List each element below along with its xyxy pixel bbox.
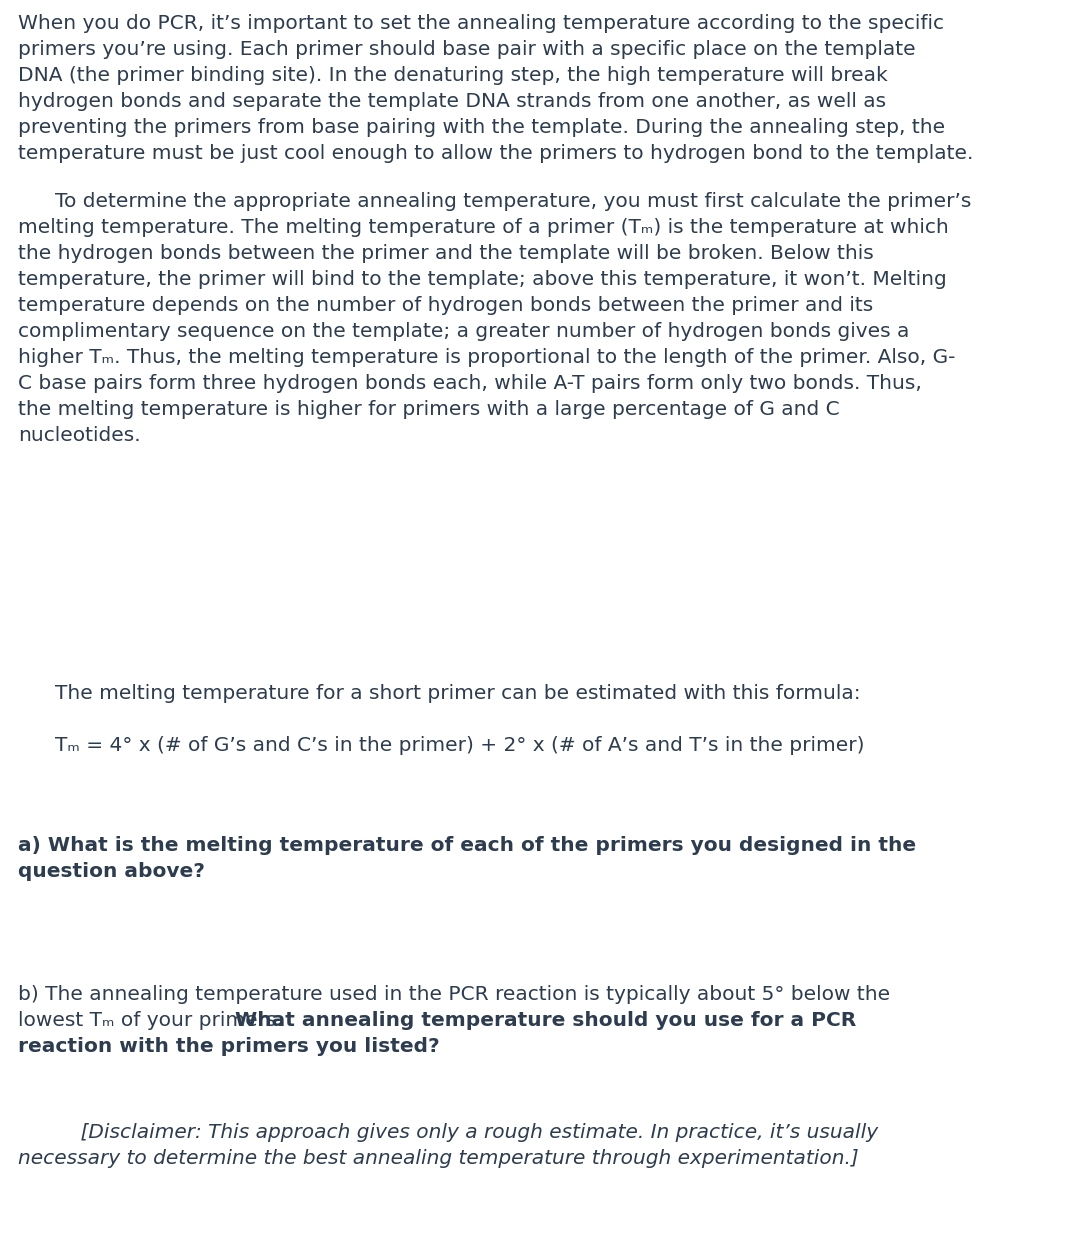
Text: necessary to determine the best annealing temperature through experimentation.]: necessary to determine the best annealin…	[18, 1148, 859, 1168]
Text: [Disclaimer: This approach gives only a rough estimate. In practice, it’s usuall: [Disclaimer: This approach gives only a …	[55, 1124, 878, 1142]
Text: b) The annealing temperature used in the PCR reaction is typically about 5° belo: b) The annealing temperature used in the…	[18, 985, 890, 1004]
Text: higher Tₘ. Thus, the melting temperature is proportional to the length of the pr: higher Tₘ. Thus, the melting temperature…	[18, 348, 955, 367]
Text: The melting temperature for a short primer can be estimated with this formula:: The melting temperature for a short prim…	[55, 685, 861, 703]
Text: a) What is the melting temperature of each of the primers you designed in the: a) What is the melting temperature of ea…	[18, 835, 916, 855]
Text: temperature, the primer will bind to the template; above this temperature, it wo: temperature, the primer will bind to the…	[18, 271, 947, 289]
Text: DNA (the primer binding site). In the denaturing step, the high temperature will: DNA (the primer binding site). In the de…	[18, 66, 888, 85]
Text: melting temperature. The melting temperature of a primer (Tₘ) is the temperature: melting temperature. The melting tempera…	[18, 218, 949, 237]
Text: What annealing temperature should you use for a PCR: What annealing temperature should you us…	[236, 1011, 857, 1030]
Text: hydrogen bonds and separate the template DNA strands from one another, as well a: hydrogen bonds and separate the template…	[18, 92, 886, 111]
Text: question above?: question above?	[18, 862, 204, 880]
Text: C base pairs form three hydrogen bonds each, while A-T pairs form only two bonds: C base pairs form three hydrogen bonds e…	[18, 374, 922, 393]
Text: temperature depends on the number of hydrogen bonds between the primer and its: temperature depends on the number of hyd…	[18, 296, 873, 315]
Text: the melting temperature is higher for primers with a large percentage of G and C: the melting temperature is higher for pr…	[18, 400, 839, 419]
Text: When you do PCR, it’s important to set the annealing temperature according to th: When you do PCR, it’s important to set t…	[18, 14, 944, 32]
Text: To determine the appropriate annealing temperature, you must first calculate the: To determine the appropriate annealing t…	[55, 192, 972, 211]
Text: temperature must be just cool enough to allow the primers to hydrogen bond to th: temperature must be just cool enough to …	[18, 143, 973, 163]
Text: lowest Tₘ of your primers.: lowest Tₘ of your primers.	[18, 1011, 289, 1030]
Text: the hydrogen bonds between the primer and the template will be broken. Below thi: the hydrogen bonds between the primer an…	[18, 244, 874, 263]
Text: primers you’re using. Each primer should base pair with a specific place on the : primers you’re using. Each primer should…	[18, 40, 915, 59]
Text: reaction with the primers you listed?: reaction with the primers you listed?	[18, 1038, 439, 1056]
Text: nucleotides.: nucleotides.	[18, 426, 140, 445]
Text: Tₘ = 4° x (# of G’s and C’s in the primer) + 2° x (# of A’s and T’s in the prime: Tₘ = 4° x (# of G’s and C’s in the prime…	[55, 736, 864, 754]
Text: preventing the primers from base pairing with the template. During the annealing: preventing the primers from base pairing…	[18, 118, 945, 137]
Text: complimentary sequence on the template; a greater number of hydrogen bonds gives: complimentary sequence on the template; …	[18, 322, 910, 340]
